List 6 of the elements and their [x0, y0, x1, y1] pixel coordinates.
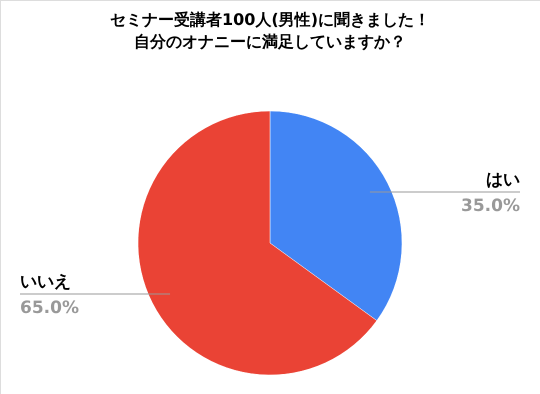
text: セミナー受講者100人(男性)に聞きました！ — [110, 10, 430, 29]
slice-label: はい — [486, 170, 520, 190]
text: 自分のオナニーに満足していますか？ — [134, 32, 406, 51]
slice-label: いいえ — [20, 272, 71, 292]
data-label: 35.0% — [461, 196, 520, 216]
data-label: 65.0% — [20, 298, 79, 318]
